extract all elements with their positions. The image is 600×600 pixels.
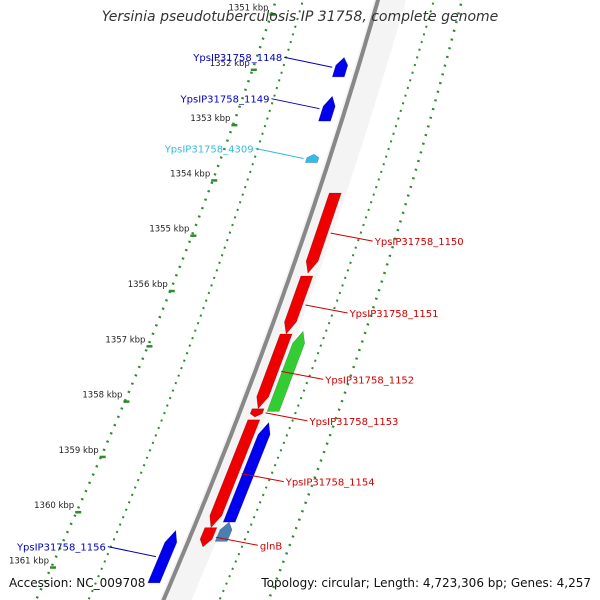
gene-label[interactable]: YpsIP31758_1156 (16, 543, 106, 554)
gene-label[interactable]: YpsIP31758_1149 (180, 95, 270, 106)
gene-labels: YpsIP31758_1148 YpsIP31758_1149 YpsIP31758… (16, 53, 464, 558)
tick-label: 1360 kbp (34, 501, 74, 511)
gene-ypsip31758_1156 (147, 529, 178, 584)
gene-ypsip31758_1150 (305, 192, 342, 274)
leader-line (241, 473, 284, 483)
backbone-line (161, 0, 381, 600)
tick-label: 1354 kbp (170, 169, 210, 179)
tick-label: 1358 kbp (82, 391, 122, 401)
green-feature (266, 330, 306, 412)
topology-text: Topology: circular; Length: 4,723,306 bp… (261, 576, 591, 590)
leader-line (265, 412, 308, 422)
gene-ypsip31758_4309 (304, 153, 320, 163)
gene-ypsip31758_1153 (249, 408, 265, 418)
tick-label: 1357 kbp (105, 335, 145, 345)
gene-ypsip31758_1148 (331, 56, 349, 78)
tick-label: 1361 kbp (9, 557, 49, 567)
tick-label: 1353 kbp (190, 114, 230, 124)
inner-guide-track (34, 0, 278, 600)
tick-label: 1351 kbp (228, 4, 268, 14)
gene-ypsip31758_1151 (284, 275, 314, 335)
leader-line (284, 56, 333, 68)
leader-line (305, 304, 348, 314)
gene-label[interactable]: YpsIP31758_1153 (309, 417, 399, 428)
tick-marks: 1351 kbp 1352 kbp 1353 kbp 1354 kbp 1355 kbp… (9, 0, 464, 600)
gene-label[interactable]: YpsIP31758_1152 (324, 375, 414, 386)
inner-track (87, 0, 305, 600)
tick-label: 1359 kbp (59, 446, 99, 456)
gene-label[interactable]: glnB (260, 541, 282, 552)
tick-label: 1355 kbp (149, 225, 189, 235)
leader-line (255, 147, 304, 159)
outer-track (218, 0, 436, 600)
gene-label[interactable]: YpsIP31758_1151 (349, 309, 439, 320)
outer-guide-track (267, 0, 464, 600)
tick-label: 1352 kbp (210, 59, 250, 69)
gene-ypsip31758_1154 (209, 419, 261, 529)
gene-label[interactable]: YpsIP31758_1154 (285, 478, 375, 489)
leader-line (271, 98, 320, 110)
leader-line (215, 536, 258, 546)
backbone (161, 0, 381, 600)
leader-line (107, 546, 156, 558)
gene-label[interactable]: YpsIP31758_1148 (192, 53, 282, 64)
leader-line (281, 370, 324, 380)
accession-text: Accession: NC_009708 (9, 576, 146, 590)
tick-label: 1356 kbp (128, 280, 168, 290)
gene-label[interactable]: YpsIP31758_1150 (374, 237, 464, 248)
gene-ypsip31758_1149 (318, 95, 336, 122)
gene-features (147, 56, 349, 584)
leader-line (330, 232, 373, 242)
gene-glnb (199, 527, 218, 548)
genome-title: Yersinia pseudotuberculosis IP 31758, co… (101, 9, 499, 25)
gene-ypsip31758_1152 (256, 333, 293, 410)
steel-feature (214, 521, 233, 542)
gene-label[interactable]: YpsIP31758_4309 (164, 144, 254, 155)
